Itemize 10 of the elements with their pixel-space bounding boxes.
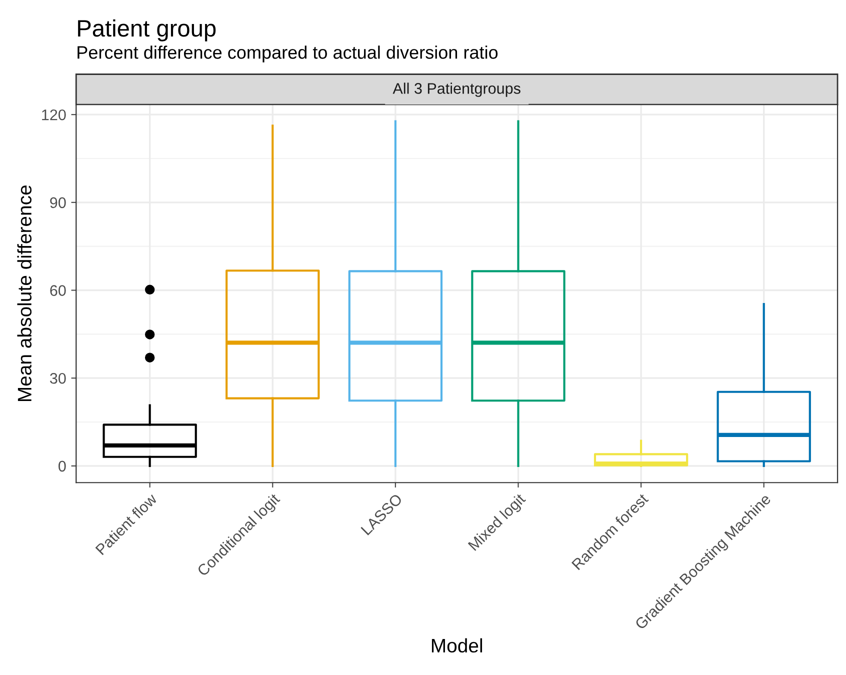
y-axis-title: Mean absolute difference xyxy=(17,185,32,402)
y-tick-label: 60 xyxy=(50,285,66,296)
y-tick-label: 120 xyxy=(42,109,66,120)
text: All 3 Patientgroups xyxy=(392,82,520,97)
chart-subtitle: Percent difference compared to actual diversion ratio xyxy=(78,46,498,62)
y-tick-label: 30 xyxy=(50,372,66,384)
y-tick-label: 0 xyxy=(58,460,66,472)
chart-title: Patient group xyxy=(78,19,216,42)
y-tick-label: 90 xyxy=(50,197,66,208)
x-axis-title: Model xyxy=(432,638,482,653)
